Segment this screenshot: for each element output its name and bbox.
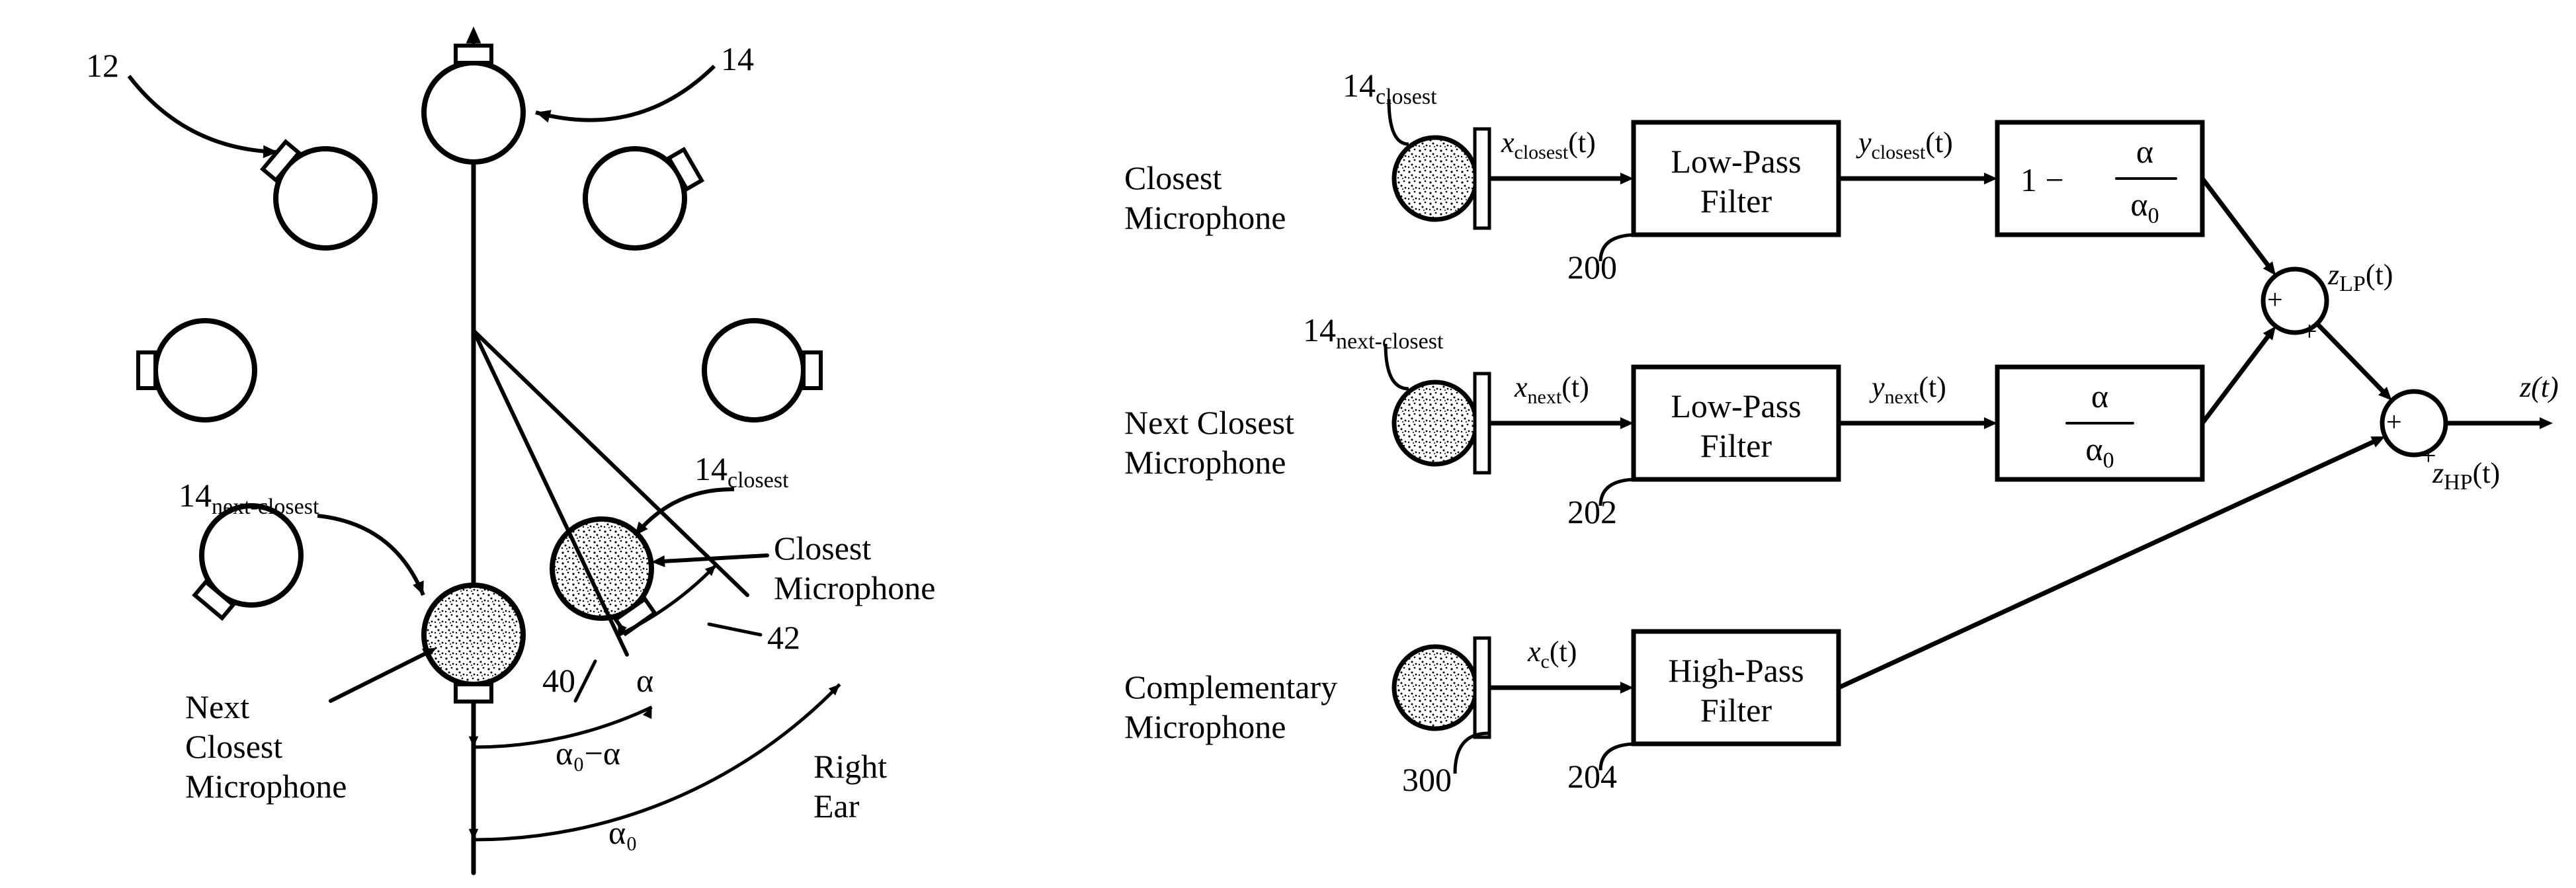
ref-42: 42: [767, 618, 800, 657]
r-comp-1: Complementary: [1124, 668, 1337, 706]
sig-y-closest-t: (t): [1925, 126, 1953, 159]
sig-x-next: xnext(t): [1515, 370, 1589, 409]
closest-mic-label-1: Closest: [774, 529, 871, 567]
r-ref-14n: 14next-closest: [1303, 311, 1443, 354]
sig-y-closest-sub: closest: [1872, 141, 1926, 163]
ref-14-closest: 14closest: [694, 450, 789, 493]
r-ref-14c-num: 14: [1343, 67, 1376, 104]
gain2-den-sub: 0: [2103, 448, 2114, 473]
sig-x-closest: xclosest(t): [1501, 126, 1596, 164]
sig-x-closest-x: x: [1501, 126, 1515, 159]
hpf-line1: High-Pass: [1653, 651, 1819, 690]
plus-sum2-left: +: [2386, 407, 2402, 438]
sig-z-lp-sub: LP: [2339, 272, 2366, 296]
r-ref-14c-sub: closest: [1376, 85, 1437, 109]
right-ear-2: Ear: [813, 787, 859, 825]
r-ref-204: 204: [1567, 757, 1617, 795]
gain1-den-sub: 0: [2148, 204, 2159, 228]
plus-sum1-bot: +: [2302, 316, 2317, 348]
lpf-2-line2: Filter: [1660, 426, 1812, 465]
r-ref-14n-sub: next-closest: [1336, 329, 1443, 354]
right-ear-1: Right: [813, 747, 887, 786]
r-ref-300: 300: [1402, 760, 1452, 799]
gain1-fixed: 1 −: [2020, 161, 2064, 198]
r-comp-2: Microphone: [1124, 707, 1286, 746]
next-mic-label-3: Microphone: [185, 767, 347, 805]
gain2-frac-den: α0: [2073, 430, 2126, 473]
sig-y-closest: yclosest(t): [1858, 126, 1953, 164]
sig-x-next-t: (t): [1561, 371, 1589, 403]
gain2-frac-num: α: [2073, 377, 2126, 415]
sig-y-next-y: y: [1872, 371, 1885, 403]
alpha-label: α: [636, 661, 653, 700]
sig-z-out-z: z(t): [2520, 371, 2559, 403]
r-ref-14n-num: 14: [1303, 311, 1336, 348]
lpf-1-line1: Low-Pass: [1660, 142, 1812, 181]
sig-z-hp-sub: HP: [2444, 470, 2472, 495]
ref-14-closest-num: 14: [694, 450, 727, 487]
r-ref-14c: 14closest: [1343, 66, 1437, 110]
next-mic-label-1: Next: [185, 688, 249, 726]
sig-z-lp: zLP(t): [2328, 258, 2393, 297]
sig-x-next-sub: next: [1528, 386, 1562, 408]
sig-y-closest-y: y: [1858, 126, 1872, 159]
r-ref-202: 202: [1567, 493, 1617, 531]
sig-z-hp-t: (t): [2473, 457, 2501, 489]
lpf-1-line2: Filter: [1660, 182, 1812, 220]
gain1-text: 1 −: [2020, 161, 2064, 199]
r-closest-1: Closest: [1124, 159, 1222, 197]
r-next-2: Microphone: [1124, 443, 1286, 481]
ref-40: 40: [542, 661, 575, 700]
sig-z-out: z(t): [2520, 370, 2559, 404]
sig-x-closest-sub: closest: [1515, 141, 1569, 163]
sig-z-hp: zHP(t): [2432, 456, 2500, 495]
ref-14-next-num: 14: [179, 477, 212, 514]
sig-x-c-sub: c: [1541, 651, 1550, 672]
sig-x-c: xc(t): [1528, 635, 1577, 673]
sig-z-lp-t: (t): [2366, 259, 2393, 291]
sig-x-next-x: x: [1515, 371, 1528, 403]
ref-14: 14: [721, 40, 754, 78]
r-closest-2: Microphone: [1124, 198, 1286, 237]
sig-x-closest-t: (t): [1568, 126, 1596, 159]
gain1-den-a: α: [2130, 186, 2147, 223]
gain1-frac-den: α0: [2118, 185, 2171, 229]
ref-14-next: 14next-closest: [179, 476, 319, 520]
plus-sum2-bot: +: [2421, 440, 2436, 472]
sig-y-next-sub: next: [1885, 386, 1919, 408]
ref-12: 12: [86, 46, 119, 85]
sig-x-c-t: (t): [1550, 635, 1577, 668]
diagram-svg: [0, 0, 2576, 888]
sig-z-lp-z: z: [2328, 259, 2339, 291]
plus-sum1-left: +: [2267, 284, 2283, 316]
next-mic-label-2: Closest: [185, 727, 282, 766]
figure-root: { "left_diagram": { "ref_12": "12", "ref…: [0, 0, 2576, 888]
sig-y-next-t: (t): [1919, 371, 1946, 403]
lpf-2-line1: Low-Pass: [1660, 387, 1812, 425]
r-ref-200: 200: [1567, 248, 1617, 286]
sig-y-next: ynext(t): [1872, 370, 1946, 409]
alpha0-label: α₀: [608, 813, 638, 852]
alpha0-minus-alpha-label: α₀−α: [556, 734, 620, 772]
gain1-frac-num: α: [2118, 132, 2171, 171]
hpf-line2: Filter: [1653, 691, 1819, 729]
ref-14-next-sub: next-closest: [212, 495, 319, 519]
gain2-den-a: α: [2085, 430, 2102, 467]
closest-mic-label-2: Microphone: [774, 569, 935, 607]
r-next-1: Next Closest: [1124, 403, 1294, 442]
ref-14-closest-sub: closest: [727, 468, 789, 493]
sig-x-c-x: x: [1528, 635, 1541, 668]
